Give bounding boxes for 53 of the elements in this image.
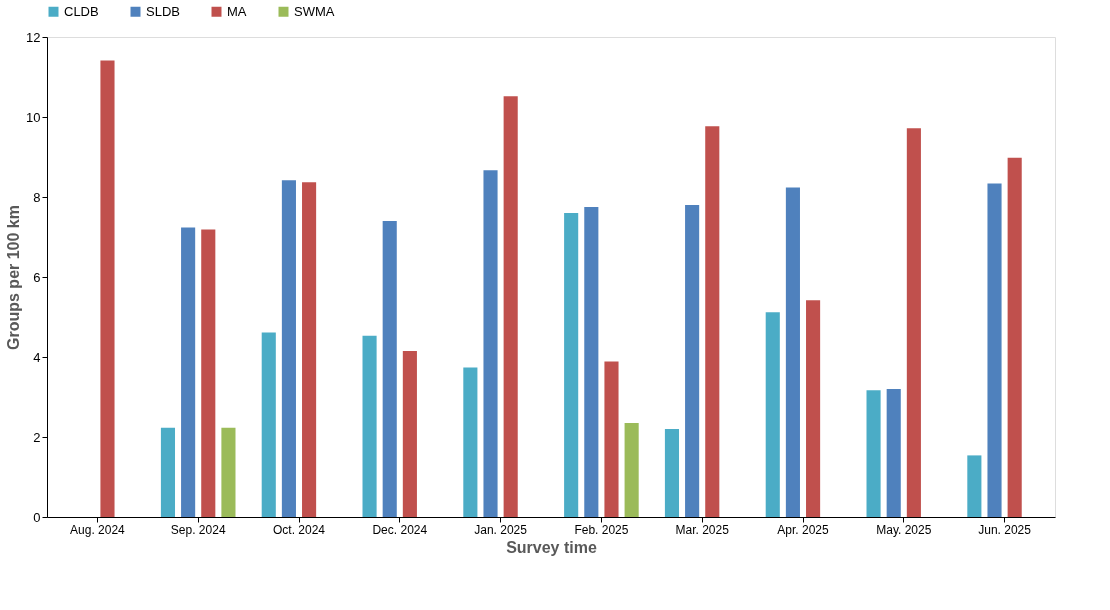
legend-label: SLDB xyxy=(146,3,180,19)
bar xyxy=(685,205,700,517)
bar xyxy=(503,96,518,517)
x-axis-title: Survey time xyxy=(506,538,597,556)
bar xyxy=(221,427,236,517)
bar xyxy=(906,128,921,517)
bar xyxy=(281,180,296,517)
x-tick-label: Jan. 2025 xyxy=(474,522,528,537)
y-tick-label: 12 xyxy=(26,29,41,45)
y-tick-label: 6 xyxy=(33,269,41,285)
x-tick-label: Dec. 2024 xyxy=(372,522,428,537)
bar xyxy=(584,207,599,517)
bar xyxy=(201,229,216,517)
bar xyxy=(664,429,680,517)
bar xyxy=(624,423,639,517)
x-tick-label: Apr. 2025 xyxy=(777,522,830,537)
bar xyxy=(160,427,176,517)
bar xyxy=(382,221,397,517)
x-tick-label: Oct. 2024 xyxy=(272,522,326,537)
bar xyxy=(765,312,780,517)
y-tick-label: 2 xyxy=(33,429,41,445)
legend-label: SWMA xyxy=(294,3,335,19)
x-tick-label: Feb. 2025 xyxy=(574,522,629,537)
bar xyxy=(362,335,377,517)
x-tick-label: May. 2025 xyxy=(876,522,932,537)
x-tick-label: Mar. 2025 xyxy=(675,522,730,537)
bar xyxy=(181,227,196,517)
bar xyxy=(987,183,1002,517)
y-tick-label: 0 xyxy=(33,509,41,525)
y-axis-title: Groups per 100 km xyxy=(5,205,23,350)
bar xyxy=(483,170,498,517)
x-tick-label: Sep. 2024 xyxy=(170,522,226,537)
bar xyxy=(866,390,881,517)
y-tick-label: 8 xyxy=(33,189,41,205)
bar xyxy=(785,187,800,517)
bar xyxy=(564,213,579,517)
bar xyxy=(967,455,982,517)
legend-label: MA xyxy=(227,3,247,19)
bar xyxy=(886,389,901,517)
bar xyxy=(302,182,317,517)
bar xyxy=(261,332,276,517)
bar xyxy=(806,300,821,517)
x-tick-label: Jun. 2025 xyxy=(978,522,1032,537)
bar xyxy=(705,126,720,517)
bar xyxy=(604,361,619,517)
bar xyxy=(402,351,417,517)
y-tick-label: 10 xyxy=(26,109,41,125)
y-tick-label: 4 xyxy=(33,349,41,365)
bar xyxy=(463,367,478,517)
bar xyxy=(1007,157,1022,517)
x-tick-label: Aug. 2024 xyxy=(70,522,126,537)
bar xyxy=(100,60,115,517)
legend-label: CLDB xyxy=(64,3,99,19)
